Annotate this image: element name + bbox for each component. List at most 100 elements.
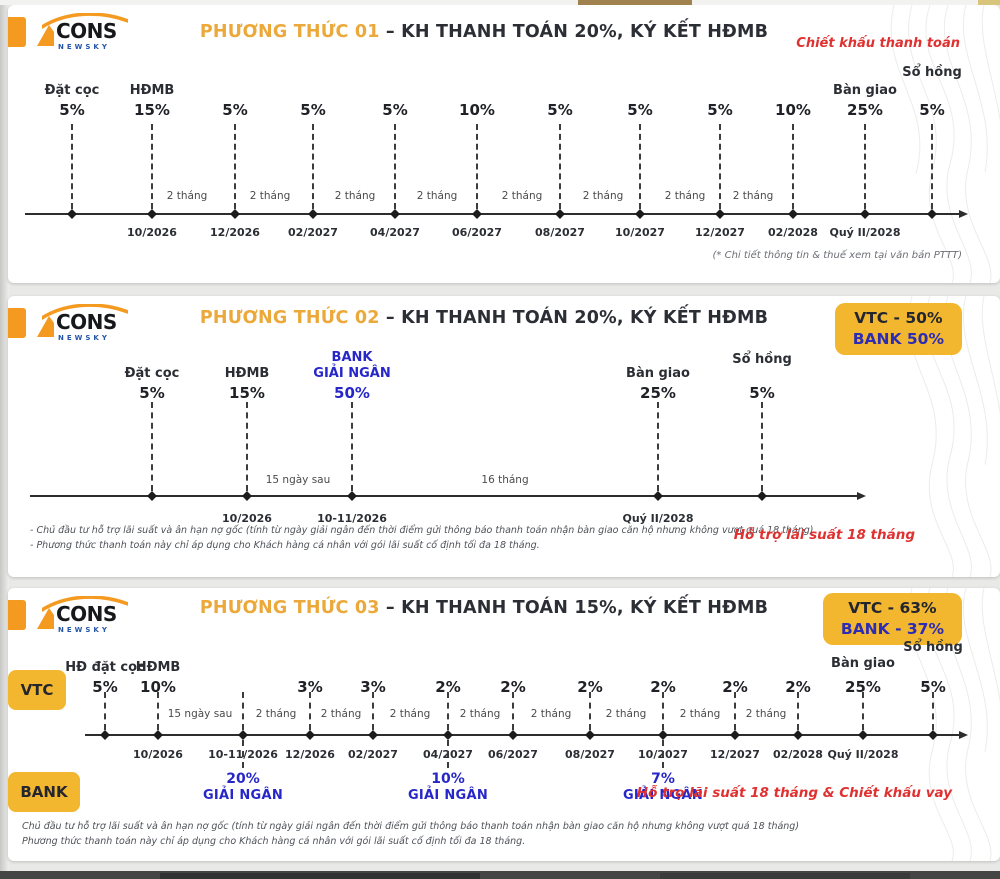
milestone-date: 10/2026 (133, 748, 183, 761)
milestone-dashed-line (797, 692, 799, 730)
timeline-tick-dot (347, 491, 357, 501)
milestone-dashed-line (639, 124, 641, 209)
milestone-percent: 3% (360, 678, 386, 696)
interval-duration-label: 15 ngày sau (167, 708, 233, 720)
interval-duration-label: 2 tháng (255, 708, 297, 720)
orange-corner-tab (8, 600, 26, 630)
milestone-dashed-line (657, 402, 659, 491)
orange-corner-tab (8, 17, 26, 47)
timeline-tick-dot (305, 730, 315, 740)
milestone-dashed-line (862, 692, 864, 730)
interval-duration-label: 2 tháng (745, 708, 787, 720)
milestone-percent: 5% (919, 101, 945, 119)
milestone-dashed-line (447, 692, 449, 730)
footnote: (* Chi tiết thông tin & thuế xem tại văn… (712, 250, 962, 261)
timeline-tick-dot (238, 730, 248, 740)
panel-title: PHƯƠNG THỨC 03 – KH THANH TOÁN 15%, KÝ K… (8, 598, 960, 618)
milestone-label: Bàn giao (626, 365, 690, 381)
panel-title-rest: – KH THANH TOÁN 20%, KÝ KẾT HĐMB (385, 308, 769, 328)
bank-row-badge: BANK (8, 772, 80, 812)
note-line: Phương thức thanh toán này chỉ áp dụng c… (22, 835, 526, 847)
top-edge-strip (0, 0, 1000, 5)
interval-duration-label: 16 tháng (481, 474, 529, 486)
interest-support-note: Hỗ trợ lãi suất 18 tháng & Chiết khấu va… (636, 785, 952, 801)
milestone-percent: 50% (334, 384, 370, 402)
logo-text: CONS (56, 19, 117, 43)
milestone-date: 10/2026 (127, 226, 177, 239)
milestone-label: Sổ hồng (902, 64, 962, 80)
milestone-dashed-line (512, 692, 514, 730)
milestone-date: 10/2026 (222, 512, 272, 525)
milestone-date: 02/2027 (288, 226, 338, 239)
payment-method-01-panel: CONS NEWSKY PHƯƠNG THỨC 01 – KH THANH TO… (8, 5, 1000, 283)
timeline-axis-arrowhead (857, 491, 866, 500)
milestone-dashed-line (719, 124, 721, 209)
milestone-label: HĐMB (224, 365, 270, 381)
timeline-tick-dot (67, 209, 77, 219)
timeline-tick-dot (390, 209, 400, 219)
timeline-tick-dot (715, 209, 725, 219)
milestone-date: 08/2027 (535, 226, 585, 239)
milestone-percent: 5% (92, 678, 118, 696)
timeline-tick-dot (368, 730, 378, 740)
timeline-tick-dot (928, 730, 938, 740)
milestone-dashed-line (932, 692, 934, 730)
milestone-date: Quý II/2028 (827, 748, 899, 761)
milestone-label: Bàn giao (831, 655, 895, 671)
panel-notes: - Chủ đầu tư hỗ trợ lãi suất và ân hạn n… (30, 524, 814, 553)
milestone-label: HĐ đặt cọc (65, 659, 145, 675)
panel-notes: Chủ đầu tư hỗ trợ lãi suất và ân hạn nợ … (22, 820, 799, 849)
milestone-date: Quý II/2028 (829, 226, 901, 239)
timeline-tick-dot (153, 730, 163, 740)
panel-title: PHƯƠNG THỨC 01 – KH THANH TOÁN 20%, KÝ K… (8, 22, 960, 42)
milestone-percent: 5% (920, 678, 946, 696)
milestone-date: 02/2028 (768, 226, 818, 239)
timeline-axis-arrowhead (959, 209, 968, 218)
milestone-label: BANK GIẢI NGÂN (313, 349, 391, 381)
payment-timeline: Đặt cọc 5% HĐMB 15% 10/2026 BANK GIẢI NGÂN 50%… (8, 296, 1000, 577)
bottom-edge-segment (160, 873, 480, 879)
bank-giai-ngan-label: GIẢI NGÂN (202, 788, 284, 804)
milestone-date: 02/2027 (348, 748, 398, 761)
milestone-date: 06/2027 (452, 226, 502, 239)
topographic-contour-decoration (890, 5, 1000, 283)
panel-title-number: PHƯƠNG THỨC 03 (199, 598, 380, 618)
interval-duration-label: 2 tháng (501, 190, 543, 202)
milestone-date: 12/2026 (285, 748, 335, 761)
orange-corner-tab (8, 308, 26, 338)
panel-title: PHƯƠNG THỨC 02 – KH THANH TOÁN 20%, KÝ K… (8, 308, 960, 328)
bank-disbursement-percent: 20% (226, 771, 260, 787)
timeline-tick-dot (147, 209, 157, 219)
milestone-percent: 15% (229, 384, 265, 402)
badge-vtc-share: VTC - 63% (848, 599, 937, 617)
panel-title-rest: – KH THANH TOÁN 15%, KÝ KẾT HĐMB (385, 598, 769, 618)
logo-swoosh-icon (42, 596, 128, 612)
bank-disbursement-percent: 10% (431, 771, 465, 787)
timeline-tick-dot (147, 491, 157, 501)
note-line: Chủ đầu tư hỗ trợ lãi suất và ân hạn nợ … (22, 821, 800, 832)
timeline-tick-dot (757, 491, 767, 501)
milestone-percent: 5% (59, 101, 85, 119)
milestone-date: 08/2027 (565, 748, 615, 761)
timeline-tick-dot (658, 730, 668, 740)
timeline-tick-dot (788, 209, 798, 219)
milestone-percent: 2% (722, 678, 748, 696)
timeline-tick-dot (927, 209, 937, 219)
bank-dashed-line (242, 740, 244, 768)
milestone-dashed-line (734, 692, 736, 730)
bank-dashed-line (447, 740, 449, 768)
milestone-percent: 2% (650, 678, 676, 696)
interval-duration-label: 2 tháng (166, 190, 208, 202)
milestone-dashed-line (476, 124, 478, 209)
interval-duration-label: 2 tháng (732, 190, 774, 202)
milestone-dashed-line (931, 124, 933, 209)
bottom-window-edge (0, 871, 1000, 879)
milestone-percent: 2% (500, 678, 526, 696)
panel-title-rest: – KH THANH TOÁN 20%, KÝ KẾT HĐMB (385, 22, 769, 42)
interval-duration-label: 2 tháng (389, 708, 431, 720)
milestone-dashed-line (589, 692, 591, 730)
payment-method-03-panel: CONS NEWSKY PHƯƠNG THỨC 03 – KH THANH TO… (8, 588, 1000, 861)
bcons-b-icon (37, 608, 54, 629)
bank-disbursement-label: 10% GIẢI NGÂN (408, 770, 488, 805)
milestone-date: 10-11/2026 (317, 512, 387, 525)
